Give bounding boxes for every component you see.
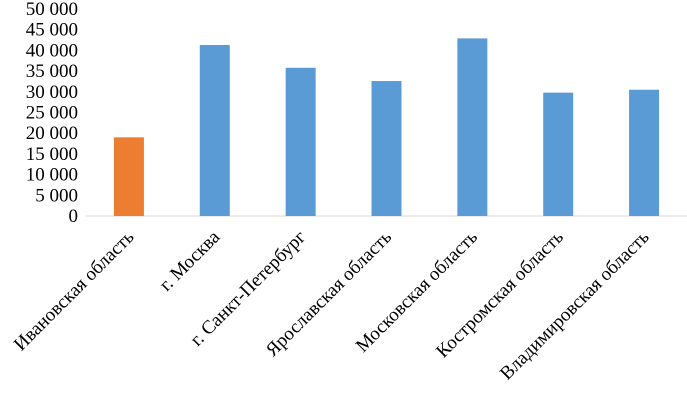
y-tick-label: 50 000 (26, 0, 78, 20)
x-tick-label: Владимировская область (496, 226, 654, 384)
y-tick-label: 35 000 (26, 61, 78, 82)
bar (199, 45, 230, 216)
bar (629, 89, 660, 216)
y-tick-label: 0 (69, 206, 79, 227)
y-tick-label: 40 000 (26, 40, 78, 61)
bar (457, 38, 488, 217)
y-tick-label: 5 000 (35, 185, 78, 206)
bar (371, 81, 402, 216)
y-tick-label: 20 000 (26, 123, 78, 144)
y-tick-label: 30 000 (26, 82, 78, 103)
y-tick-label: 15 000 (26, 144, 78, 165)
x-tick-label: г. Москва (155, 226, 224, 295)
bar (113, 137, 144, 216)
bars (113, 38, 660, 217)
y-tick-label: 45 000 (26, 20, 78, 41)
y-tick-label: 25 000 (26, 103, 78, 124)
x-tick-label: Ивановская область (10, 226, 139, 355)
y-tick-label: 10 000 (26, 165, 78, 186)
bar (543, 92, 574, 216)
bar (285, 67, 316, 217)
